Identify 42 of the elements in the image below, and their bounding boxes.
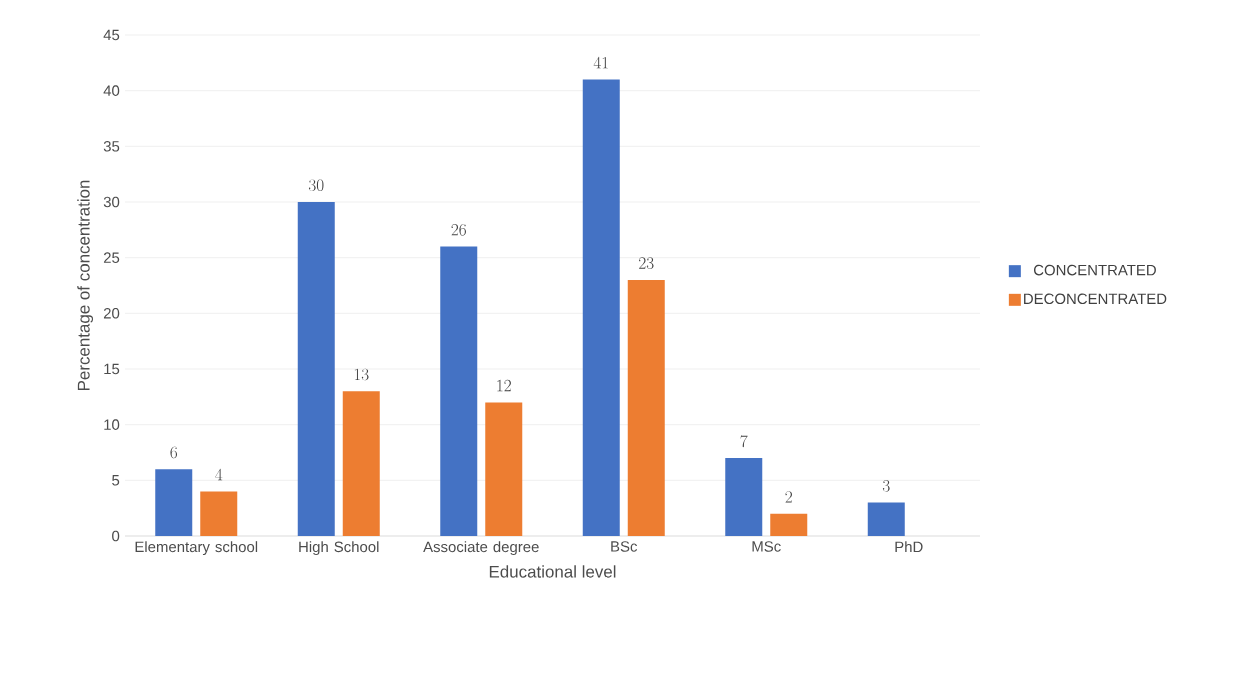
y-tick-label: 15: [104, 363, 120, 375]
y-tick-label: 5: [112, 475, 120, 486]
y-tick-label: 35: [103, 141, 120, 152]
data-label: 12: [497, 379, 511, 392]
data-label: 30: [308, 179, 324, 192]
bar: [485, 402, 523, 536]
y-axis-title: Percentage of concentration: [77, 180, 94, 391]
x-tick-label: PhD: [895, 541, 923, 553]
y-tick-label: 45: [103, 29, 120, 41]
legend-label: CONCENTRATED: [1033, 264, 1156, 276]
x-tick-label: BSc: [611, 541, 638, 552]
y-tick-label: 25: [103, 252, 120, 263]
data-label: 13: [354, 368, 369, 381]
x-axis-title: Educational level: [489, 565, 616, 578]
x-tick-label: Associate degree: [423, 541, 539, 556]
y-tick-label: 0: [112, 530, 120, 542]
data-label: 3: [882, 480, 890, 492]
data-label: 4: [215, 468, 223, 481]
bar: [342, 391, 380, 536]
x-tick-label: MSc: [752, 541, 781, 552]
y-tick-label: 20: [103, 308, 120, 319]
data-label: 2: [785, 491, 792, 503]
bar: [725, 458, 763, 536]
bar: [770, 513, 808, 536]
y-tick-label: 10: [104, 419, 120, 430]
x-tick-label: High School: [299, 541, 379, 556]
data-label: 23: [639, 257, 654, 270]
y-tick-label: 40: [103, 85, 120, 96]
bar: [582, 79, 620, 536]
data-label: 7: [740, 435, 748, 448]
bar: [627, 279, 665, 536]
legend-label: DECONCENTRATED: [1024, 293, 1167, 305]
bar: [297, 202, 335, 536]
y-tick-label: 30: [103, 196, 120, 208]
data-label: 6: [170, 446, 178, 459]
x-tick-label: Elementary school: [135, 541, 258, 556]
bar: [200, 491, 238, 536]
bar: [155, 469, 193, 536]
bar: [440, 246, 478, 536]
bar: [867, 502, 905, 536]
data-label: 41: [593, 56, 608, 69]
data-label: 26: [451, 223, 466, 236]
